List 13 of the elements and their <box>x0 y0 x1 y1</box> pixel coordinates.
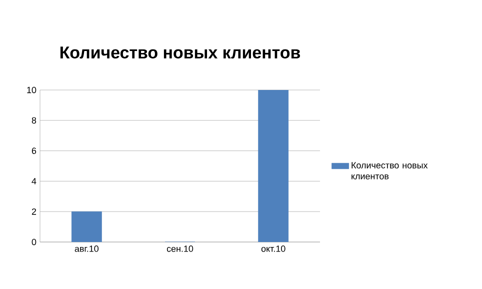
y-tick-label: 0 <box>32 238 36 246</box>
y-tick-label: 4 <box>32 178 36 184</box>
bar <box>71 211 102 242</box>
bar <box>258 90 289 242</box>
y-tick-label: 2 <box>32 208 36 215</box>
y-tick-label: 8 <box>32 117 36 124</box>
chart-title: Количество новых клиентов <box>60 46 300 59</box>
x-tick-label: сен.10 <box>166 246 194 252</box>
x-tick-label: авг.10 <box>74 246 99 252</box>
x-tick-label: окт.10 <box>261 246 286 252</box>
y-tick-label: 10 <box>27 86 36 94</box>
y-tick-label: 6 <box>32 148 36 154</box>
legend-label: Количество новых клиентов <box>352 162 428 180</box>
